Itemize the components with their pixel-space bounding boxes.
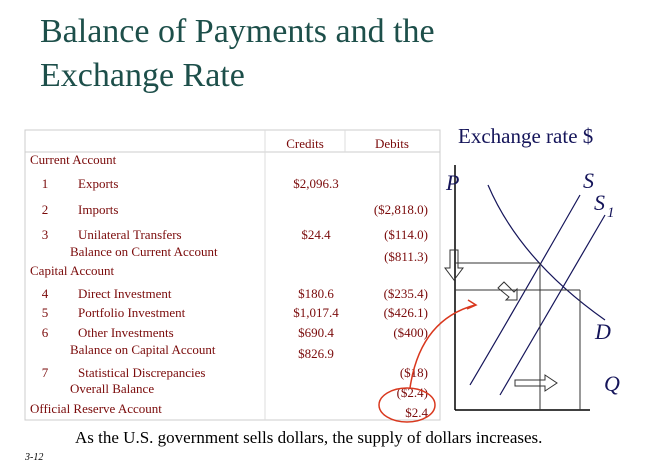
debit-value: ($18) <box>400 365 428 380</box>
slide-number: 3-12 <box>24 452 43 463</box>
caption: As the U.S. government sells dollars, th… <box>75 428 542 447</box>
row-number: 7 <box>42 365 49 380</box>
column-header: Credits <box>286 136 324 151</box>
section-label: Official Reserve Account <box>30 401 162 416</box>
section-label: Capital Account <box>30 263 115 278</box>
highlight-circle <box>378 387 436 423</box>
supply-label: S <box>583 168 594 193</box>
section-label: Current Account <box>30 152 117 167</box>
title-line: Balance of Payments and the <box>40 13 435 50</box>
item-label: Portfolio Investment <box>78 305 186 320</box>
connector-arrowhead <box>466 299 478 310</box>
bop-table: Credits Debits Current Account 1 Exports $2… <box>24 129 441 421</box>
supply-new-subscript: 1 <box>607 205 615 221</box>
row-number: 3 <box>42 227 49 242</box>
credit-value: $2,096.3 <box>293 176 339 191</box>
row-number: 2 <box>42 202 49 217</box>
credit-value: $826.9 <box>298 346 334 361</box>
debit-value: ($2.4) <box>397 385 428 400</box>
debit-value: ($426.1) <box>384 305 428 320</box>
debit-value: ($235.4) <box>384 286 428 301</box>
down-arrow <box>444 249 464 281</box>
column-header: Debits <box>375 136 409 151</box>
demand-curve <box>487 184 606 321</box>
row-number: 4 <box>42 286 49 301</box>
debit-value: ($400) <box>393 325 428 340</box>
item-label: Imports <box>78 202 118 217</box>
graph: Exchange rate $ P S S 1 D Q <box>378 124 620 423</box>
row-number: 5 <box>42 305 49 320</box>
subtotal-label: Overall Balance <box>70 381 154 396</box>
connector-arrow <box>409 304 476 389</box>
shift-arrow <box>497 281 518 301</box>
price-label: P <box>445 170 459 195</box>
title-line: Exchange Rate <box>40 57 245 94</box>
debit-value: $2.4 <box>405 405 428 420</box>
row-number: 6 <box>42 325 49 340</box>
table-border <box>24 129 441 421</box>
debit-value: ($114.0) <box>384 227 428 242</box>
credit-value: $1,017.4 <box>293 305 339 320</box>
credit-value: $180.6 <box>298 286 334 301</box>
subtotal-label: Balance on Current Account <box>70 244 218 259</box>
credit-value: $690.4 <box>298 325 334 340</box>
credit-value: $24.4 <box>301 227 331 242</box>
item-label: Statistical Discrepancies <box>78 365 205 380</box>
item-label: Other Investments <box>78 325 174 340</box>
y-axis-label: Exchange rate $ <box>458 124 593 148</box>
quantity-label: Q <box>604 371 620 396</box>
subtotal-label: Balance on Capital Account <box>70 342 216 357</box>
debit-value: ($2,818.0) <box>374 202 428 217</box>
supply-curve <box>469 194 581 386</box>
item-label: Unilateral Transfers <box>78 227 182 242</box>
debit-value: ($811.3) <box>384 249 428 264</box>
demand-label: D <box>594 319 611 344</box>
item-label: Exports <box>78 176 118 191</box>
right-arrow <box>514 374 558 392</box>
supply-new-label: S <box>594 190 605 215</box>
item-label: Direct Investment <box>78 286 172 301</box>
row-number: 1 <box>42 176 49 191</box>
supply-curve-new <box>499 214 606 396</box>
